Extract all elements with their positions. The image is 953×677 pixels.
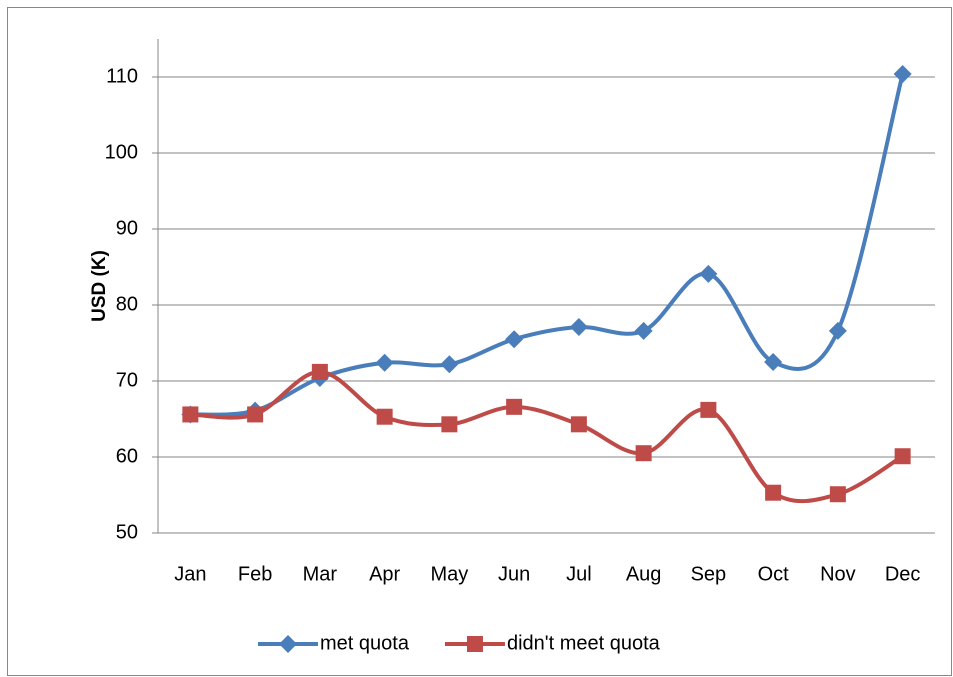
y-tick-label: 80 [116, 293, 138, 315]
marker [829, 486, 846, 503]
y-tick-label: 90 [116, 217, 138, 239]
y-tick-label: 60 [116, 445, 138, 467]
marker [893, 64, 912, 83]
marker [634, 321, 653, 340]
chart-frame [7, 7, 952, 676]
marker [311, 363, 328, 380]
marker [506, 398, 523, 415]
y-tick-label: 50 [116, 521, 138, 543]
legend-label: didn't meet quota [507, 632, 661, 654]
marker [376, 408, 393, 425]
marker [894, 448, 911, 465]
marker [505, 330, 524, 349]
marker [765, 484, 782, 501]
marker [828, 321, 847, 340]
marker [182, 406, 199, 423]
x-tick-label: Oct [758, 563, 790, 585]
marker [699, 264, 718, 283]
marker [279, 635, 297, 653]
x-tick-label: Sep [691, 563, 727, 585]
x-tick-label: Jun [498, 563, 530, 585]
marker [569, 318, 588, 337]
marker [440, 355, 459, 374]
y-tick-label: 70 [116, 369, 138, 391]
y-tick-label: 110 [106, 65, 138, 87]
marker [635, 445, 652, 462]
x-tick-label: Mar [303, 563, 338, 585]
marker [570, 416, 587, 433]
legend-label: met quota [320, 632, 410, 654]
x-tick-label: Jul [566, 563, 592, 585]
x-tick-label: May [430, 563, 468, 585]
x-tick-label: Nov [820, 563, 856, 585]
x-tick-label: Jan [174, 563, 206, 585]
y-tick-label: 100 [105, 141, 138, 163]
marker [441, 416, 458, 433]
x-tick-label: Dec [885, 563, 921, 585]
x-tick-label: Apr [369, 563, 400, 585]
marker [700, 401, 717, 418]
x-tick-label: Feb [238, 563, 272, 585]
marker [764, 353, 783, 371]
marker [466, 636, 483, 652]
y-axis-title: USD (K) [89, 250, 110, 322]
marker [247, 406, 264, 423]
x-tick-label: Aug [626, 563, 662, 585]
marker [375, 353, 394, 372]
